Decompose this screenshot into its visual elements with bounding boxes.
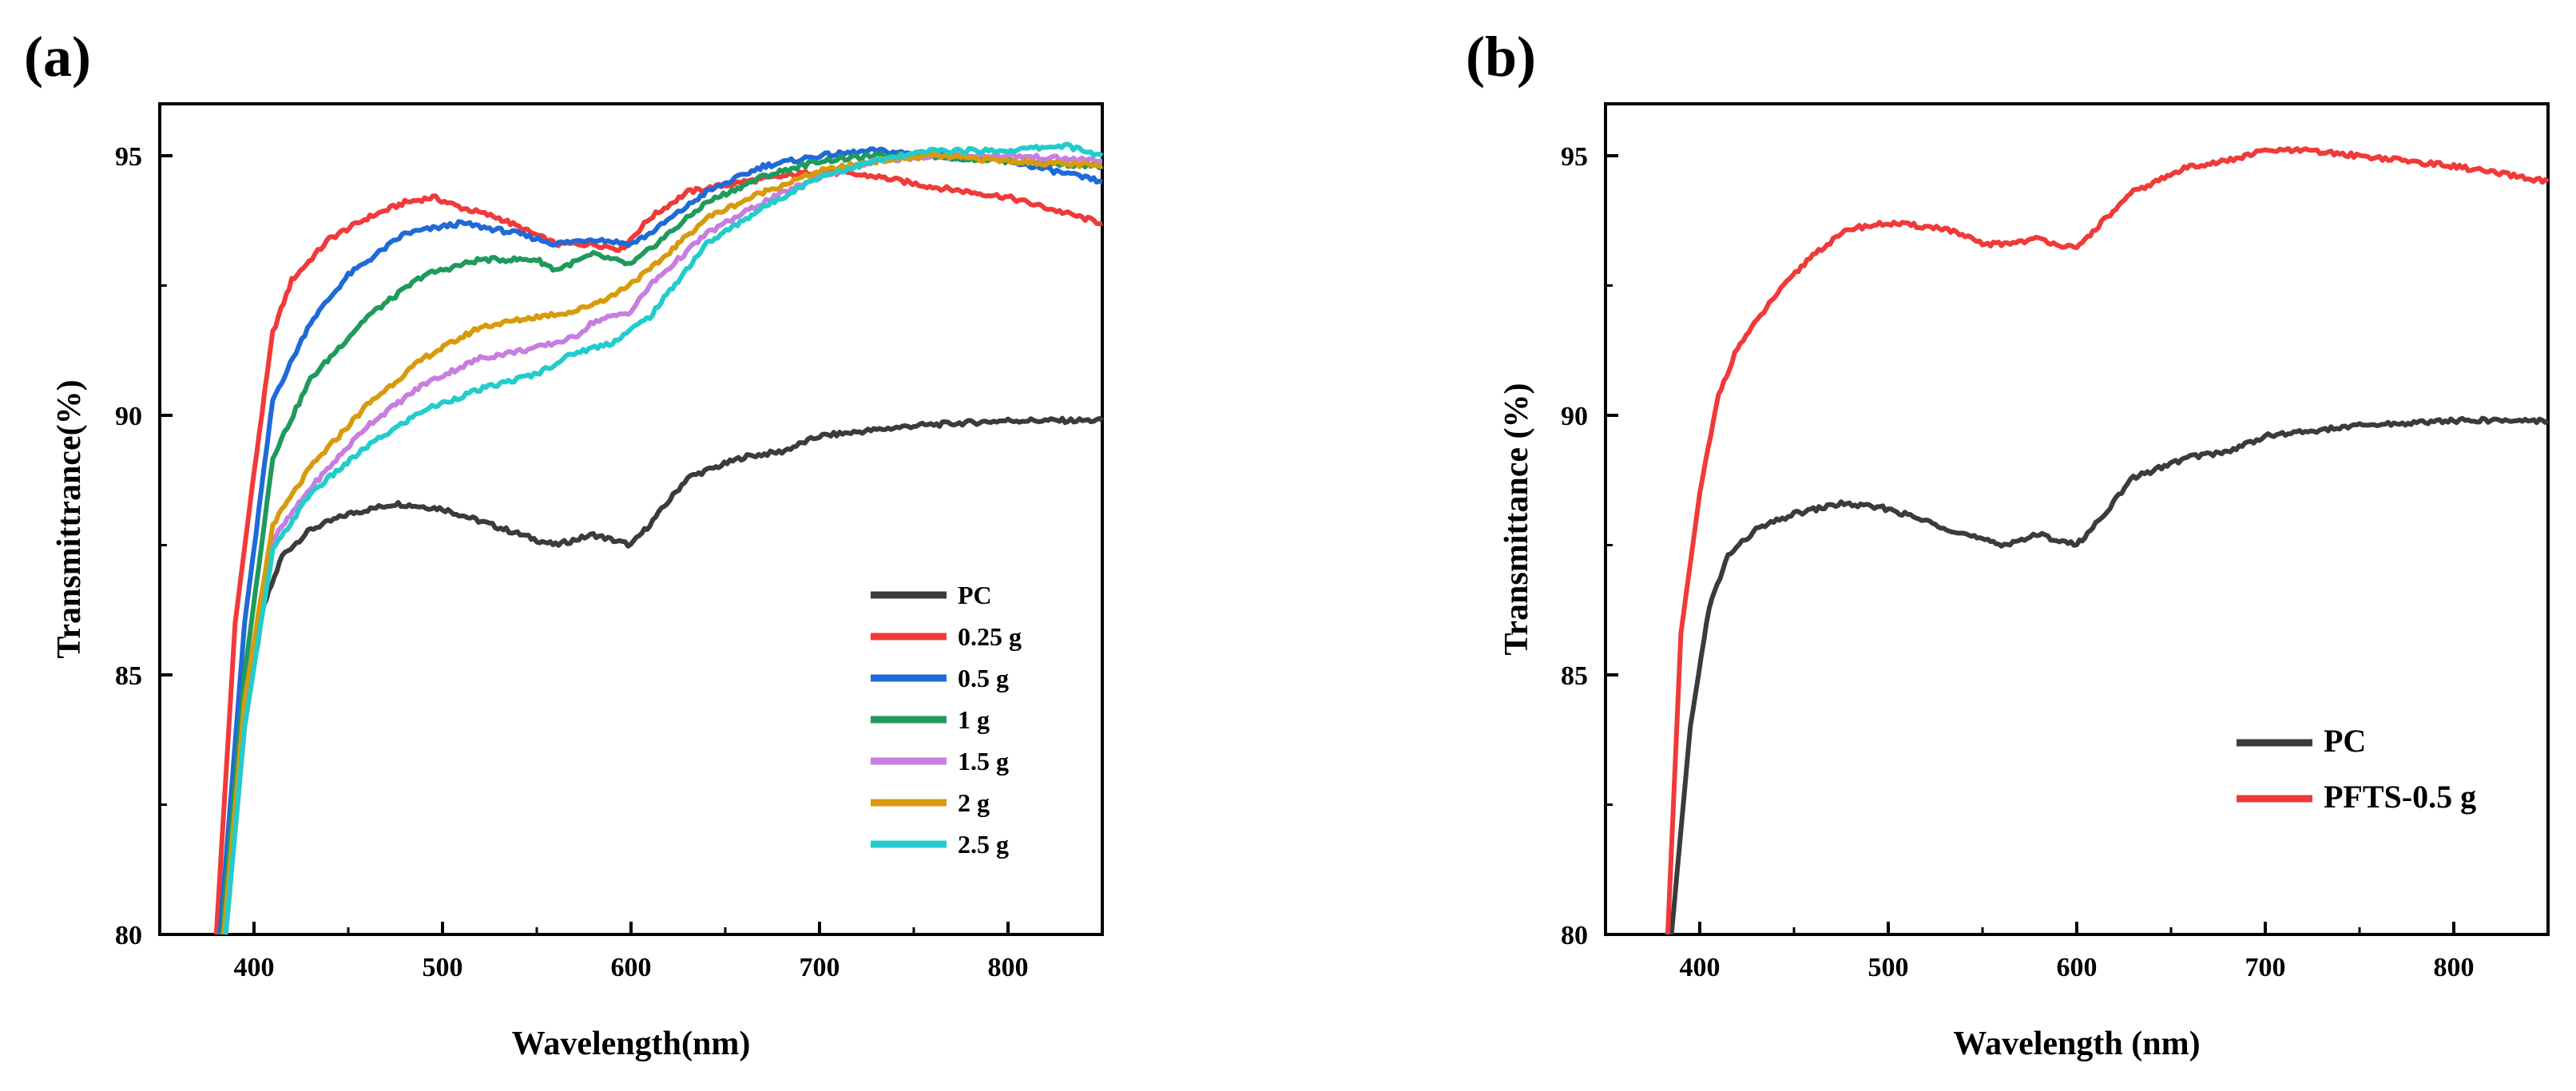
panel-a-legend-label: 2 g (958, 788, 990, 817)
panel-a-legend-label: 0.5 g (958, 664, 1009, 692)
panel-a-y-tick-label: 95 (115, 142, 142, 172)
panel-a-y-tick-label: 90 (115, 402, 142, 431)
panel-b-label: (b) (1466, 25, 1536, 89)
panel-b-series-group (1665, 145, 2550, 935)
panel-a: (a) 400 500 600 700 800 80 85 90 95 Wavelength(n… (24, 25, 1104, 1062)
panel-b-x-tick-label: 800 (2434, 953, 2475, 982)
panel-a-y-axis-title: Transmittrance(%) (51, 379, 88, 658)
panel-b: (b) 400 500 600 700 800 80 85 90 95 Wavelength (… (1466, 25, 2550, 1062)
panel-a-label: (a) (24, 25, 91, 89)
panel-a-x-tick-label: 700 (800, 953, 840, 982)
panel-a-x-tick-label: 500 (423, 953, 463, 982)
panel-a-legend-label: 1 g (958, 705, 990, 734)
panel-a-y-tick-label: 80 (115, 921, 142, 950)
panel-a-legend-label: 0.25 g (958, 622, 1022, 651)
panel-b-series-pc (1669, 415, 2550, 935)
panel-b-x-tick-label: 500 (1868, 953, 1909, 982)
panel-a-x-tick-label: 400 (234, 953, 275, 982)
panel-a-series-0-25-g (213, 168, 1103, 935)
panel-b-legend: PC PFTS-0.5 g (2237, 723, 2476, 815)
panel-a-series-pc (223, 415, 1104, 935)
panel-a-series-group (213, 141, 1104, 935)
panel-a-x-tick-label: 600 (611, 953, 652, 982)
panel-b-x-tick-label: 600 (2057, 953, 2098, 982)
panel-a-legend-label: 1.5 g (958, 747, 1009, 776)
panel-b-x-axis-title: Wavelength (nm) (1953, 1026, 2200, 1062)
panel-a-legend-label: 2.5 g (958, 830, 1009, 859)
panel-b-x-tick-label: 400 (1680, 953, 1721, 982)
panel-b-legend-label: PC (2324, 723, 2366, 759)
panel-a-series-2-5-g (223, 141, 1104, 935)
panel-a-x-axis-title: Wavelength(nm) (512, 1026, 751, 1062)
panel-b-y-tick-label: 80 (1561, 921, 1588, 950)
panel-a-legend-label: PC (958, 581, 992, 609)
panel-a-series-1-g (219, 151, 1104, 935)
panel-b-y-tick-label: 85 (1561, 661, 1588, 691)
panel-a-x-tick-label: 800 (988, 953, 1029, 982)
panel-b-y-axis-title: Transmittance (%) (1498, 383, 1535, 656)
panel-b-y-tick-label: 90 (1561, 402, 1588, 431)
panel-a-series-2-g (221, 151, 1103, 935)
panel-b-legend-label: PFTS-0.5 g (2324, 779, 2476, 815)
panel-b-x-tick-label: 700 (2245, 953, 2286, 982)
panel-b-ticks: 400 500 600 700 800 80 85 90 95 (1561, 142, 2550, 982)
panel-a-ticks: 400 500 600 700 800 80 85 90 95 (115, 142, 1104, 982)
panel-a-y-tick-label: 85 (115, 661, 142, 691)
panel-b-series-pfts-0-5-g (1665, 145, 2550, 935)
panel-a-legend: PC 0.25 g 0.5 g 1 g 1.5 g 2 g 2.5 g (871, 581, 1022, 859)
panel-b-y-tick-label: 95 (1561, 142, 1588, 172)
